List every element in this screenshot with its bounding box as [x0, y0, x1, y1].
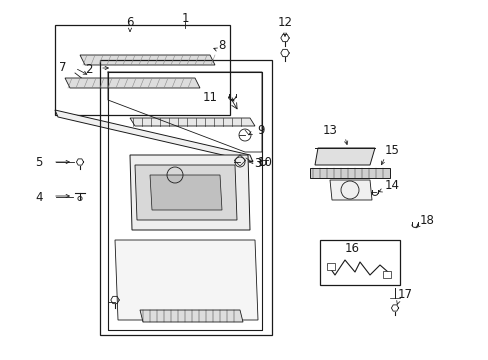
Text: 14: 14	[384, 179, 399, 192]
Polygon shape	[135, 165, 237, 220]
Polygon shape	[115, 240, 258, 320]
Text: 17: 17	[397, 288, 412, 302]
Polygon shape	[314, 148, 374, 165]
Polygon shape	[309, 168, 389, 178]
Text: 3: 3	[253, 157, 261, 170]
Polygon shape	[55, 110, 252, 162]
Polygon shape	[130, 155, 249, 230]
Text: 5: 5	[36, 156, 43, 168]
Bar	[100, 60, 271, 335]
Polygon shape	[130, 118, 254, 126]
Text: 8: 8	[218, 39, 225, 51]
Polygon shape	[65, 78, 200, 88]
Text: 11: 11	[203, 90, 218, 104]
Bar	[319, 240, 399, 285]
Text: 18: 18	[419, 213, 434, 226]
Text: 6: 6	[126, 15, 134, 28]
Text: 9: 9	[257, 123, 264, 136]
Polygon shape	[150, 175, 222, 210]
Polygon shape	[80, 55, 215, 65]
Bar	[326, 263, 334, 270]
Text: 4: 4	[36, 190, 43, 203]
Text: 7: 7	[60, 60, 67, 73]
Bar	[55, 25, 229, 115]
Text: 16: 16	[344, 242, 359, 255]
Text: 15: 15	[384, 144, 399, 157]
Bar	[382, 271, 390, 278]
Text: 2: 2	[85, 63, 93, 76]
Polygon shape	[140, 310, 243, 322]
Bar	[234, 155, 245, 166]
Text: 13: 13	[323, 123, 337, 136]
Text: 10: 10	[258, 156, 272, 168]
Text: 1: 1	[181, 12, 188, 24]
Text: 12: 12	[278, 15, 292, 28]
Polygon shape	[329, 180, 371, 200]
